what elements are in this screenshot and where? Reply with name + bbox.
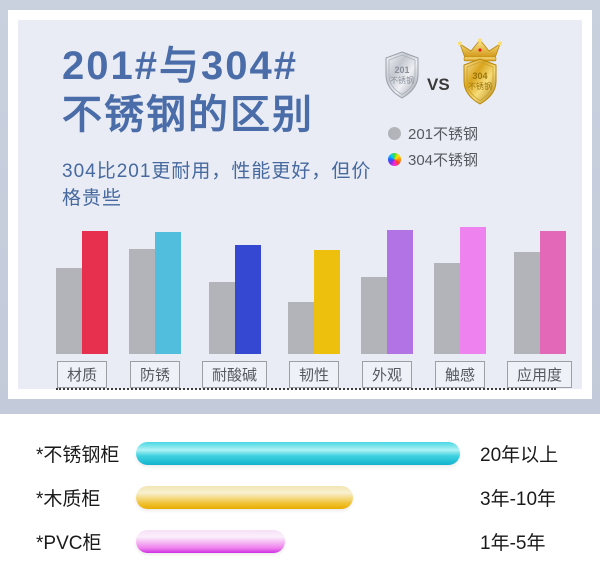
shield-row: 201 不锈钢 VS: [382, 38, 558, 111]
bar-304: [460, 226, 487, 354]
bar-201: [288, 301, 315, 354]
lifespan-bar-wood: [136, 486, 354, 509]
gray-dot-icon: [388, 127, 401, 140]
category-label: 韧性: [289, 360, 340, 388]
chart-group: 防锈: [129, 224, 181, 388]
chart-legend: 201不锈钢 304不锈钢: [388, 123, 558, 170]
lifespan-bar-track: [136, 486, 460, 509]
vs-label: VS: [427, 74, 450, 94]
lifespan-row-stainless: *不锈钢柜 20年以上: [36, 440, 600, 467]
legend-item-201: 201不锈钢: [388, 123, 558, 144]
category-label: 防锈: [129, 360, 180, 388]
content-panel: 201#与304# 不锈钢的区别 304比201更耐用，性能更好，但价格贵些: [18, 20, 582, 390]
bar-201: [56, 267, 82, 354]
bar-304: [387, 229, 414, 354]
gold-shield-text2: 不锈钢: [468, 81, 492, 91]
lifespan-section: *不锈钢柜 20年以上 *木质柜 3年-10年 *PVC柜 1年-5年: [0, 414, 600, 555]
white-card: 201#与304# 不锈钢的区别 304比201更耐用，性能更好，但价格贵些: [8, 10, 592, 399]
bar-304: [539, 230, 566, 354]
category-label: 触感: [435, 360, 486, 388]
header: 201#与304# 不锈钢的区别 304比201更耐用，性能更好，但价格贵些: [62, 38, 558, 210]
color-wheel-icon: [388, 153, 401, 166]
lifespan-label: *不锈钢柜: [36, 445, 120, 466]
bar-201: [208, 281, 235, 354]
bar-201: [361, 276, 388, 354]
title-block: 201#与304# 不锈钢的区别 304比201更耐用，性能更好，但价格贵些: [62, 42, 382, 210]
chart-group: 材质: [56, 224, 108, 388]
category-label: 耐酸碱: [202, 360, 268, 388]
chart-group: 应用度: [507, 224, 573, 388]
legend-label-201: 201不锈钢: [408, 126, 479, 143]
lifespan-row-pvc: *PVC柜 1年-5年: [36, 528, 600, 555]
chart-group: 耐酸碱: [202, 224, 268, 388]
silver-shield-icon: 201 不锈钢: [382, 49, 422, 106]
lifespan-value: 3年-10年: [480, 489, 557, 510]
lifespan-bar-track: [136, 530, 460, 553]
gold-shield-crown-icon: 304 不锈钢: [455, 38, 505, 111]
bar-chart: 材质 防锈 耐酸碱 韧性 外观 触感 应用度: [56, 224, 573, 390]
silver-shield-text2: 不锈钢: [390, 75, 414, 85]
chart-group: 韧性: [288, 224, 341, 388]
chart-group: 外观: [361, 224, 414, 388]
chart-group: 触感: [434, 224, 487, 388]
category-label: 应用度: [507, 360, 573, 388]
legend-label-304: 304不锈钢: [408, 152, 479, 169]
chart-baseline: [56, 387, 556, 390]
lifespan-row-wood: *木质柜 3年-10年: [36, 484, 600, 511]
legend-item-304: 304不锈钢: [388, 149, 558, 170]
bar-304: [314, 249, 341, 354]
lifespan-value: 1年-5年: [480, 533, 546, 554]
bar-201: [434, 262, 461, 354]
bar-304: [82, 230, 108, 354]
bar-304: [234, 244, 261, 354]
lifespan-bar-pvc: [136, 530, 286, 553]
bar-chart-groups: 材质 防锈 耐酸碱 韧性 外观 触感 应用度: [56, 224, 573, 388]
lifespan-bar-stainless: [136, 442, 460, 465]
silver-shield-text1: 201: [394, 65, 409, 75]
subtitle: 304比201更耐用，性能更好，但价格贵些: [62, 160, 372, 209]
comparison-infographic-section: 201#与304# 不锈钢的区别 304比201更耐用，性能更好，但价格贵些: [0, 0, 600, 414]
category-label: 外观: [362, 360, 413, 388]
lifespan-label: *PVC柜: [36, 533, 102, 554]
lifespan-label: *木质柜: [36, 489, 101, 510]
gold-shield-text1: 304: [472, 71, 487, 81]
lifespan-bar-track: [136, 442, 460, 465]
bar-201: [129, 248, 155, 354]
page-title-line2: 不锈钢的区别: [62, 92, 314, 137]
crown-gem: [478, 48, 482, 52]
bar-201: [513, 251, 540, 354]
lifespan-value: 20年以上: [480, 445, 559, 466]
category-label: 材质: [56, 360, 107, 388]
page-title-line1: 201#与304#: [62, 44, 298, 88]
bar-304: [155, 231, 181, 354]
versus-block: 201 不锈钢 VS: [382, 38, 558, 210]
